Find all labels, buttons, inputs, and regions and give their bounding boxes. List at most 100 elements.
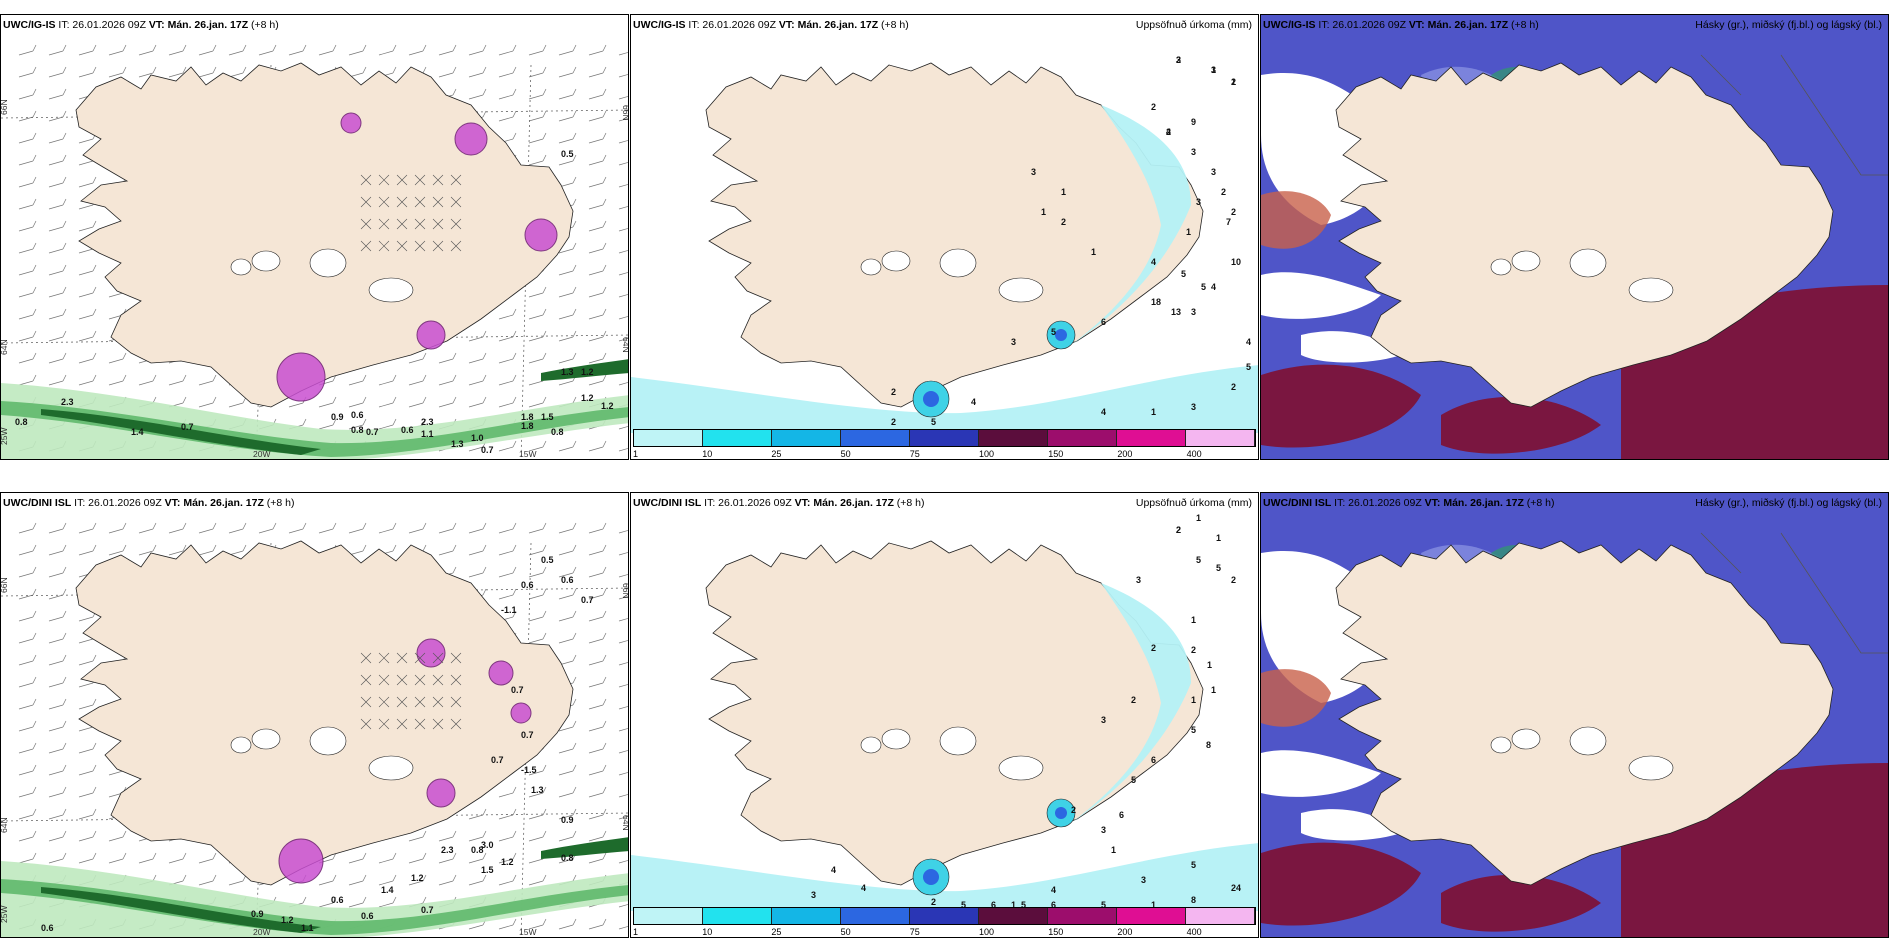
precip-value-label: 4 [1246,337,1251,347]
hatch-mark [414,174,426,186]
wind-barb [348,50,364,56]
wind-temperature-map[interactable]: 0.8 0.71.20.90.80.60.7 0.6 1.11.31.00.71.81… [1,15,629,460]
wind-barb-flag [572,764,577,772]
wind-barb-flag [602,242,607,250]
wind-barb-flag [122,66,127,74]
wind-barb [138,380,154,386]
wind-barb [168,528,184,534]
panel-dini-precip: UWC/DINI ISL IT: 26.01.2026 09Z VT: Mán.… [630,492,1259,938]
wind-barb [408,50,424,56]
wind-barb-flag [182,544,187,552]
wind-barb [528,50,544,56]
wind-barb-flag [512,132,517,140]
wind-barb [618,574,628,578]
wind-barb-flag [62,198,67,206]
legend-swatch [634,908,703,924]
wind-barb-flag [482,352,487,360]
wind-barb-flag [212,44,217,52]
glacier-outline [1569,248,1607,278]
wind-barb [198,858,214,864]
wind-barb [378,424,394,430]
wind-barb [348,402,364,408]
precip-value-label: 4 [831,865,836,875]
wind-barb [618,794,628,798]
wind-value-label: 0.8 [561,853,574,863]
hatch-mark [414,696,426,708]
wind-barb-flag [62,544,67,552]
wind-barb [48,204,64,210]
iceland-basemap [705,62,1204,408]
wind-band-dark-east [541,837,628,859]
precip-area-east [1071,583,1191,823]
precip-value-label: 6 [1051,900,1056,910]
wind-barb [48,704,64,710]
wind-barb [78,160,94,166]
precip-value-label: 9 [1191,117,1196,127]
precip-value-label: 1 [1216,533,1221,543]
wind-band-mid [1,401,628,457]
wind-barb [78,182,94,188]
wind-band-dark [41,409,321,455]
wind-barb [588,704,604,710]
wind-barb [78,858,94,864]
wind-barb [318,902,334,908]
cloud-cover-map[interactable] [1261,15,1889,460]
wind-barb [228,402,244,408]
precip-value-label: 6 [1151,755,1156,765]
precip-value-label: 2 [1176,525,1181,535]
wind-barb [588,270,604,276]
wind-value-label: 0.8 [551,427,564,437]
precip-value-label: 6 [1119,810,1124,820]
wind-barb-flag [392,874,397,882]
wind-barb [78,748,94,754]
wind-barb [48,314,64,320]
hatch-mark [378,218,390,230]
wind-barb-flag [452,88,457,96]
wind-barb-flag [92,522,97,530]
wind-barb-flag [32,698,37,706]
axis-label: 20W [253,927,270,937]
hatch-mark [450,674,462,686]
wind-barb-flag [602,544,607,552]
wind-barb [438,550,454,556]
hatch-mark [378,696,390,708]
glacier-outline [230,258,252,276]
wind-barb-flag [542,154,547,162]
wind-barb-flag [362,522,367,530]
wind-barb-flag [92,808,97,816]
wind-barb-flag [362,396,367,404]
wind-barb-flag [32,264,37,272]
wind-barb [18,182,34,188]
cloud-cover-map[interactable] [1261,493,1889,938]
wind-barb-flag [542,66,547,74]
legend-tick-label: 200 [1117,927,1133,937]
wind-barb [18,814,34,820]
wind-barb [108,292,124,298]
wind-barb [18,50,34,56]
wind-barb-flag [242,66,247,74]
wind-barb-flag [182,874,187,882]
wind-barb [618,662,628,666]
wind-barb [48,660,64,666]
wind-barb [558,836,574,842]
wind-temperature-map[interactable]: 0.6 0.5 0.6 0.7 0.6 -1.1 0.7 0.7 0.7 -1.5 1.3 0.9 0.… [1,493,629,938]
wind-barb-flag [392,896,397,904]
panel-ig-precip: UWC/IG-IS IT: 26.01.2026 09Z VT: Mán. 26… [630,14,1259,460]
wind-barb-flag [452,830,457,838]
wind-value-label: 1.0 [471,433,484,443]
wind-barb [558,616,574,622]
wind-barb [558,292,574,298]
wind-barb [588,748,604,754]
wind-barb [558,270,574,276]
wind-barb-flag [122,830,127,838]
wind-barb [618,926,628,930]
glacier-outline [881,250,911,272]
wind-barb [588,836,604,842]
precip-value-label: 5 [1191,725,1196,735]
wind-band-dark [41,887,321,933]
wind-barb-flag [32,544,37,552]
wind-barb [618,772,628,776]
wind-gust-shading [1,112,628,459]
